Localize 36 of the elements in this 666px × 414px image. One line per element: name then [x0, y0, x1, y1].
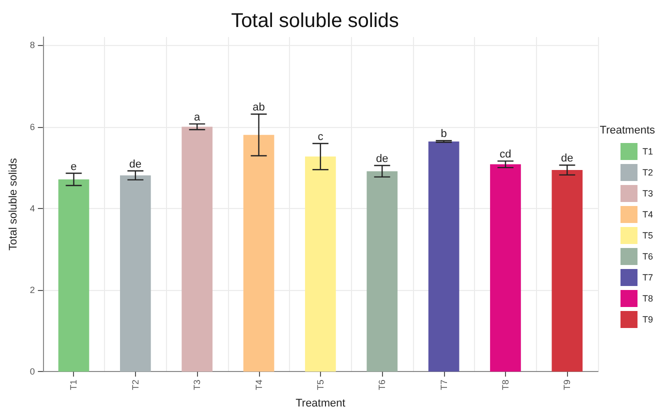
x-tick-label: T2: [130, 380, 140, 390]
x-tick-label: T5: [315, 380, 326, 390]
legend-label: T2: [642, 168, 654, 178]
legend-label: T7: [642, 272, 654, 282]
annotation: ab: [252, 102, 265, 114]
annotation: c: [318, 131, 324, 143]
y-tick-label: 2: [30, 284, 35, 295]
annotation: a: [194, 111, 202, 124]
x-axis-title: Treatment: [296, 398, 346, 410]
legend-label: T5: [642, 230, 654, 240]
legend-label: T8: [642, 294, 654, 304]
y-tick-label: 6: [30, 122, 35, 132]
x-tick-label: T3: [192, 380, 202, 390]
legend-label: T1: [642, 146, 654, 156]
legend-label: T4: [642, 210, 654, 220]
y-axis-title: Total soluble solids: [8, 158, 20, 250]
chart-title: Total soluble solids: [231, 10, 399, 32]
annotation: b: [440, 128, 447, 140]
annotation: cd: [500, 148, 512, 161]
annotation: de: [561, 152, 574, 165]
x-tick-label: T7: [438, 380, 449, 390]
legend-title: Treatments: [600, 124, 656, 136]
x-tick-label: T9: [562, 380, 572, 390]
annotation: de: [376, 153, 388, 166]
legend-label: T6: [642, 252, 654, 262]
annotation: de: [129, 158, 142, 170]
legend-label: T3: [642, 188, 654, 198]
y-tick-label: 4: [30, 203, 35, 214]
annotation: e: [70, 160, 77, 173]
x-tick-label: T8: [500, 380, 510, 390]
y-tick-label: 0: [30, 366, 35, 377]
x-tick-label: T1: [68, 380, 79, 390]
x-tick-label: T6: [377, 380, 388, 390]
legend-label: T9: [642, 314, 654, 324]
x-tick-label: T4: [254, 380, 264, 390]
y-tick-label: 8: [30, 40, 35, 50]
